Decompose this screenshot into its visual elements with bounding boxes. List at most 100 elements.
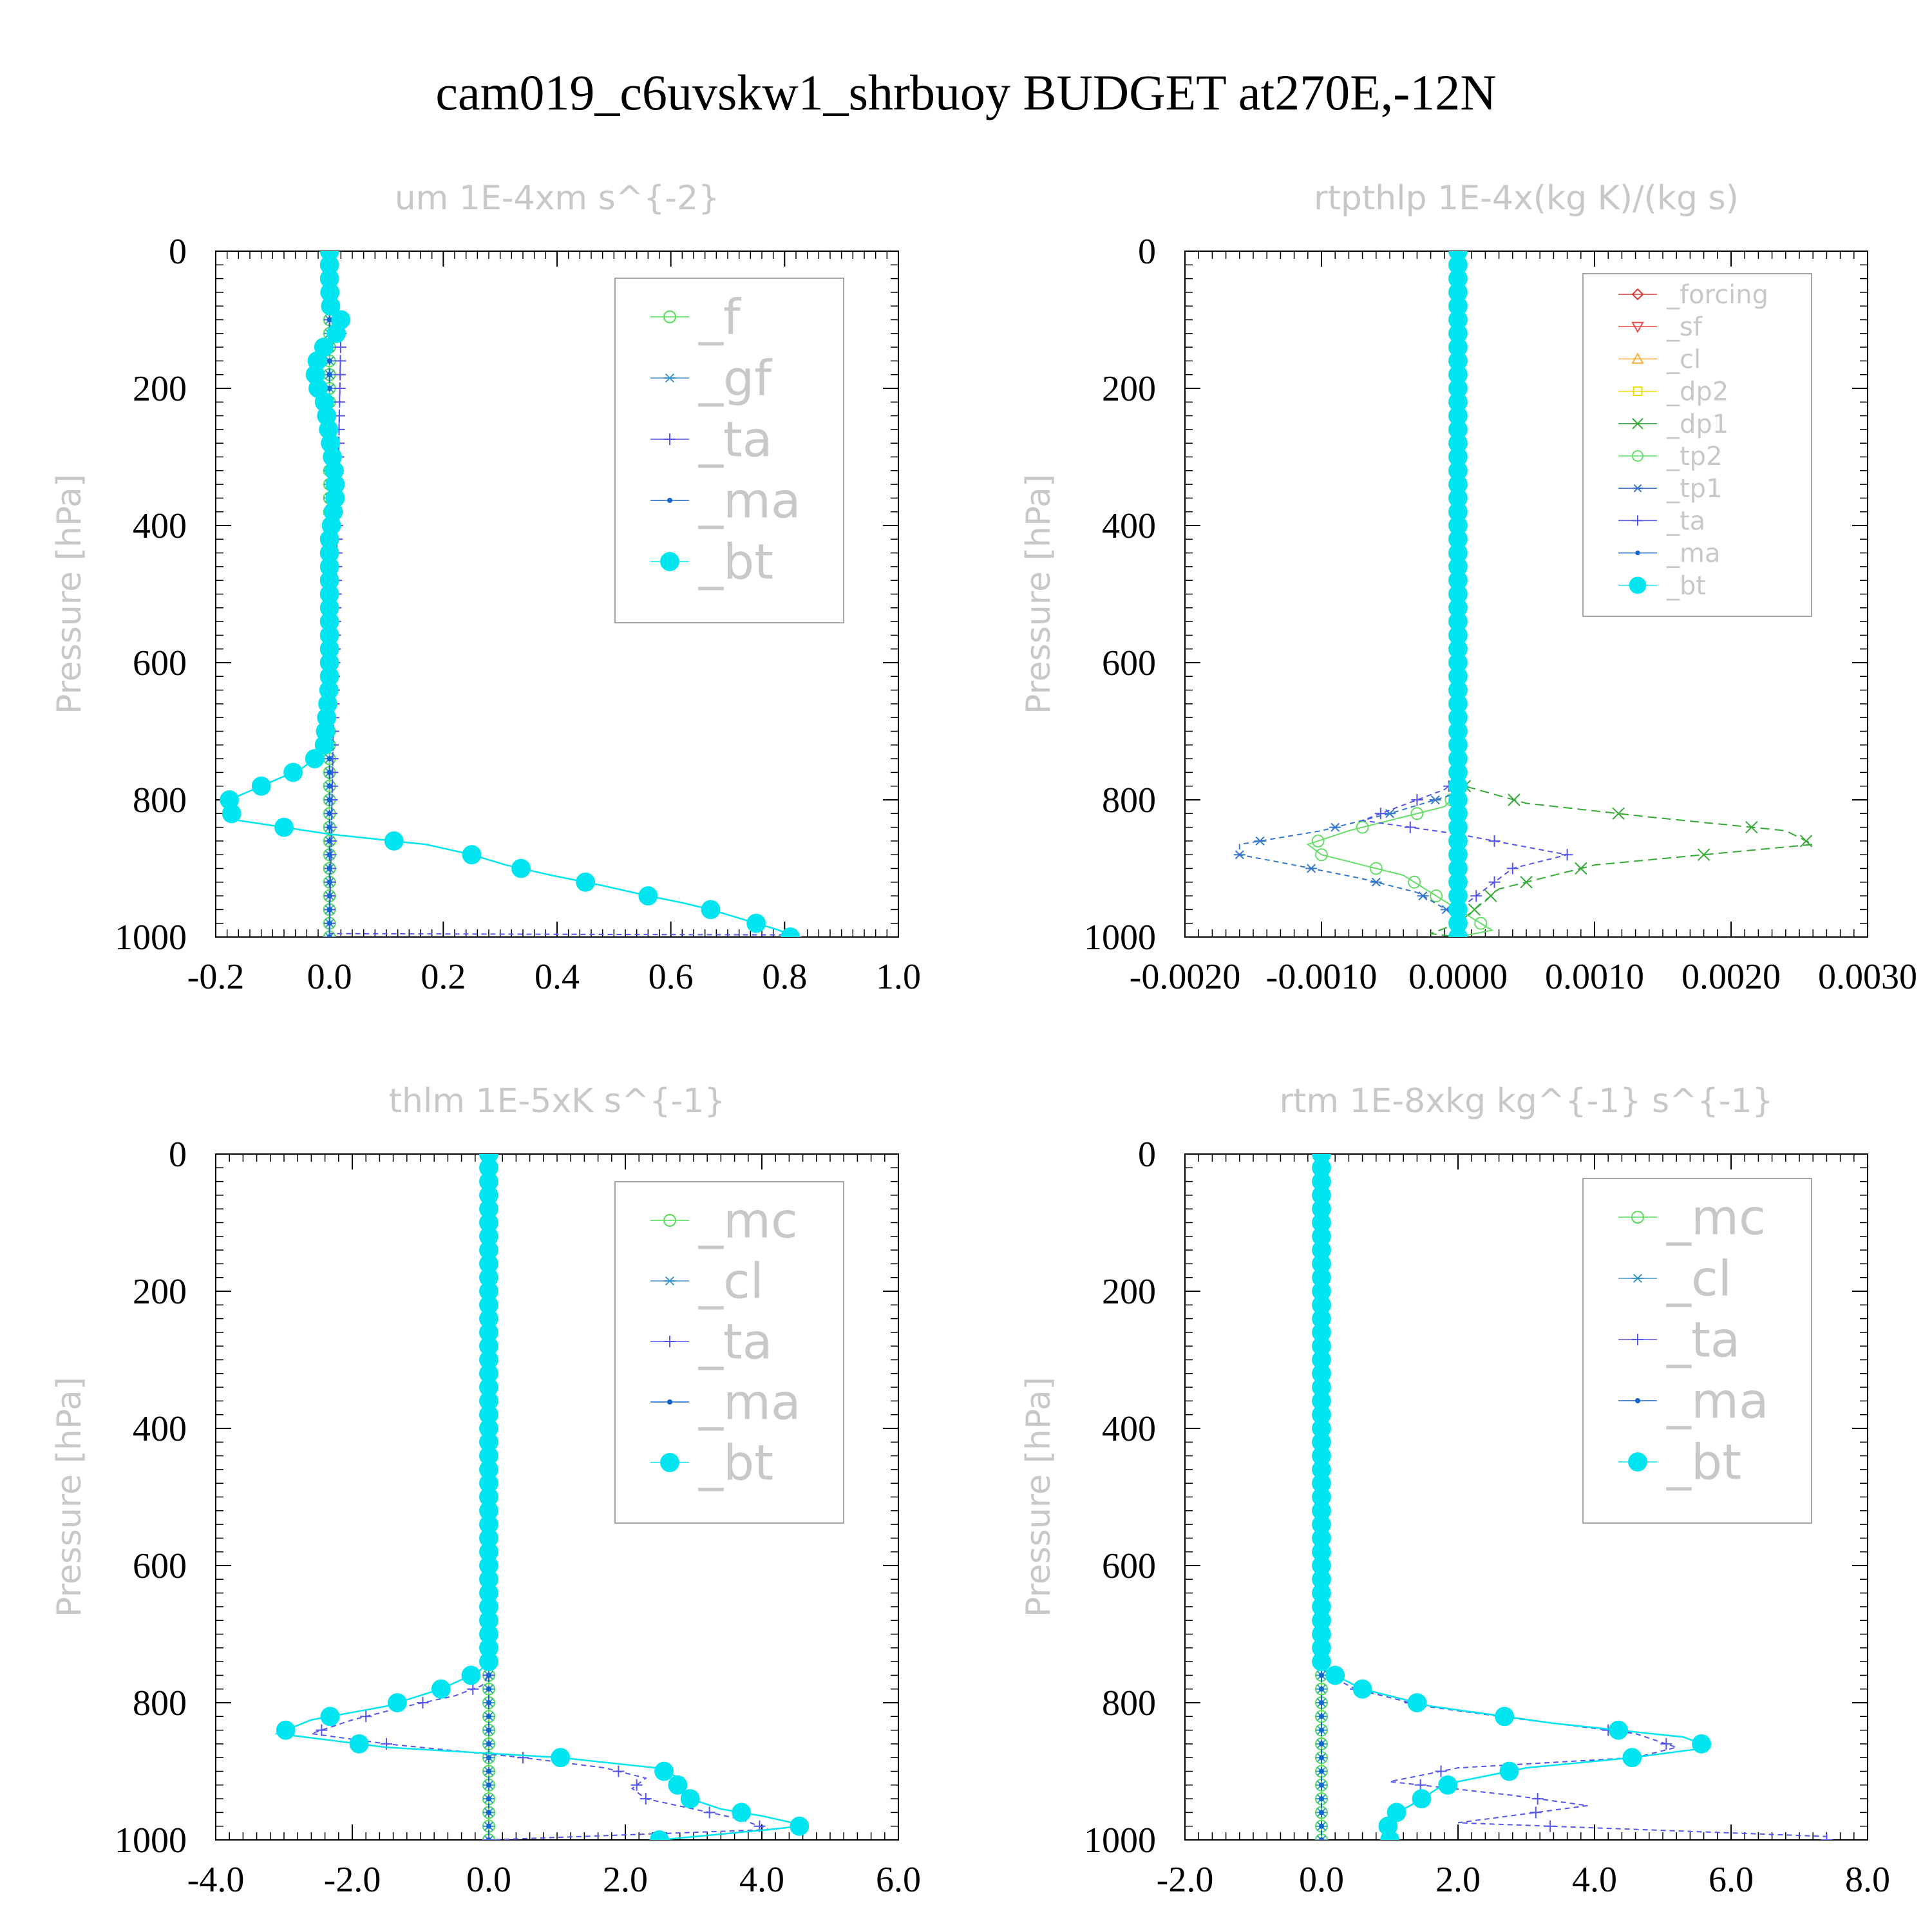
data-point	[251, 776, 271, 796]
data-point	[1821, 1834, 1833, 1840]
plot-frame	[1184, 1153, 1868, 1841]
data-point	[334, 368, 346, 381]
minor-ticks	[216, 251, 898, 937]
legend-marker	[663, 310, 676, 323]
data-point	[1387, 1803, 1406, 1823]
data-point	[349, 1734, 369, 1754]
legend-item: _cl	[1618, 1250, 1732, 1307]
legend-marker	[664, 373, 676, 383]
minor-ticks	[1185, 251, 1868, 937]
data-point	[1575, 862, 1587, 875]
data-point	[1318, 1741, 1325, 1747]
panel-3: thlm 1E-5xK s^{-1} Pressure [hPa] -4.0 -2.0…	[50, 1082, 921, 1900]
data-point	[781, 927, 800, 937]
series-bt	[274, 1154, 810, 1840]
data-point	[486, 1741, 492, 1747]
data-point	[650, 1830, 669, 1840]
data-point	[305, 749, 325, 768]
data-point	[1520, 876, 1533, 889]
data-point	[638, 886, 658, 905]
data-point	[486, 1714, 492, 1719]
series-dp1	[1430, 251, 1815, 937]
data-point	[1318, 1672, 1325, 1678]
legend-label: _ta	[698, 411, 772, 468]
data-point	[1429, 795, 1441, 805]
data-point	[1495, 1707, 1514, 1727]
data-point	[1692, 1734, 1711, 1754]
data-point	[327, 797, 332, 803]
data-point	[327, 811, 332, 817]
y-tick-label: 400	[1102, 506, 1156, 546]
plot-frame	[215, 1153, 899, 1841]
data-point	[327, 893, 332, 899]
data-point	[334, 383, 346, 394]
series-bt	[1448, 251, 1468, 937]
x-tick-label: -0.0020	[1130, 957, 1241, 997]
data-point	[461, 1665, 481, 1685]
panel-title: thlm 1E-5xK s^{-1}	[389, 1082, 726, 1121]
data-point	[1352, 1679, 1372, 1699]
data-point	[1561, 849, 1573, 861]
data-point	[327, 783, 332, 789]
legend-marker	[1631, 1211, 1644, 1224]
data-point	[417, 1697, 429, 1709]
data-point	[1799, 835, 1813, 848]
y-tick-label: 200	[133, 1272, 187, 1312]
legend: _f_gf_ta_ma_bt	[614, 278, 844, 623]
legend-marker	[663, 1214, 676, 1227]
legend-marker	[1632, 418, 1643, 430]
data-point	[360, 1710, 372, 1723]
y-tick-label: 0	[169, 232, 187, 272]
legend-item: _tp2	[1618, 442, 1723, 471]
data-point	[1374, 808, 1387, 820]
plot-frame	[1184, 251, 1868, 938]
data-point	[1407, 1693, 1427, 1712]
legend-frame	[1582, 1178, 1812, 1524]
data-point	[1318, 1755, 1325, 1761]
x-tick-label: -2.0	[1157, 1860, 1214, 1900]
data-point	[1506, 862, 1519, 875]
data-point	[1508, 793, 1520, 806]
legend-label: _mc	[1666, 1189, 1766, 1246]
legend-marker	[1635, 551, 1640, 556]
data-point	[1612, 807, 1625, 820]
series-bt	[1312, 1154, 1711, 1840]
legend-item: _mc	[650, 1192, 798, 1249]
data-point	[1318, 1727, 1325, 1733]
data-point	[222, 804, 242, 824]
legend-item: _bt	[1618, 571, 1706, 601]
panel-2: rtpthlp 1E-4x(kg K)/(kg s) Pressure [hPa]…	[1019, 179, 1917, 997]
data-point	[327, 358, 332, 364]
data-point	[321, 296, 341, 316]
data-point	[732, 1803, 752, 1823]
legend-frame	[614, 1181, 844, 1524]
data-point	[1318, 1796, 1325, 1802]
data-point	[486, 1837, 492, 1840]
data-point	[486, 1810, 492, 1815]
series-layer	[1233, 251, 1815, 937]
legend-label: _ma	[1666, 539, 1720, 569]
data-point	[327, 934, 332, 937]
data-point	[479, 1652, 498, 1672]
x-tick-label: 0.8	[762, 957, 807, 997]
x-tick-label: 0.4	[535, 957, 580, 997]
data-point	[1448, 927, 1468, 937]
series-line	[328, 251, 797, 936]
legend-marker	[1629, 576, 1647, 594]
data-point	[483, 1835, 495, 1840]
series-ta	[1362, 251, 1573, 937]
data-point	[327, 770, 332, 775]
legend-marker	[664, 1336, 676, 1347]
legend-label: _ta	[698, 1313, 772, 1370]
legend-marker	[1628, 1452, 1647, 1472]
data-point	[327, 920, 332, 926]
data-point	[517, 1752, 529, 1764]
data-point	[316, 1724, 328, 1736]
x-tick-label: 0.0020	[1681, 957, 1781, 997]
x-tick-label: -2.0	[324, 1860, 381, 1900]
legend-label: _tp2	[1666, 442, 1723, 471]
data-point	[486, 1823, 492, 1829]
data-point	[1474, 916, 1488, 930]
legend-item: _f	[650, 289, 742, 346]
legend-label: _ta	[1666, 506, 1705, 536]
